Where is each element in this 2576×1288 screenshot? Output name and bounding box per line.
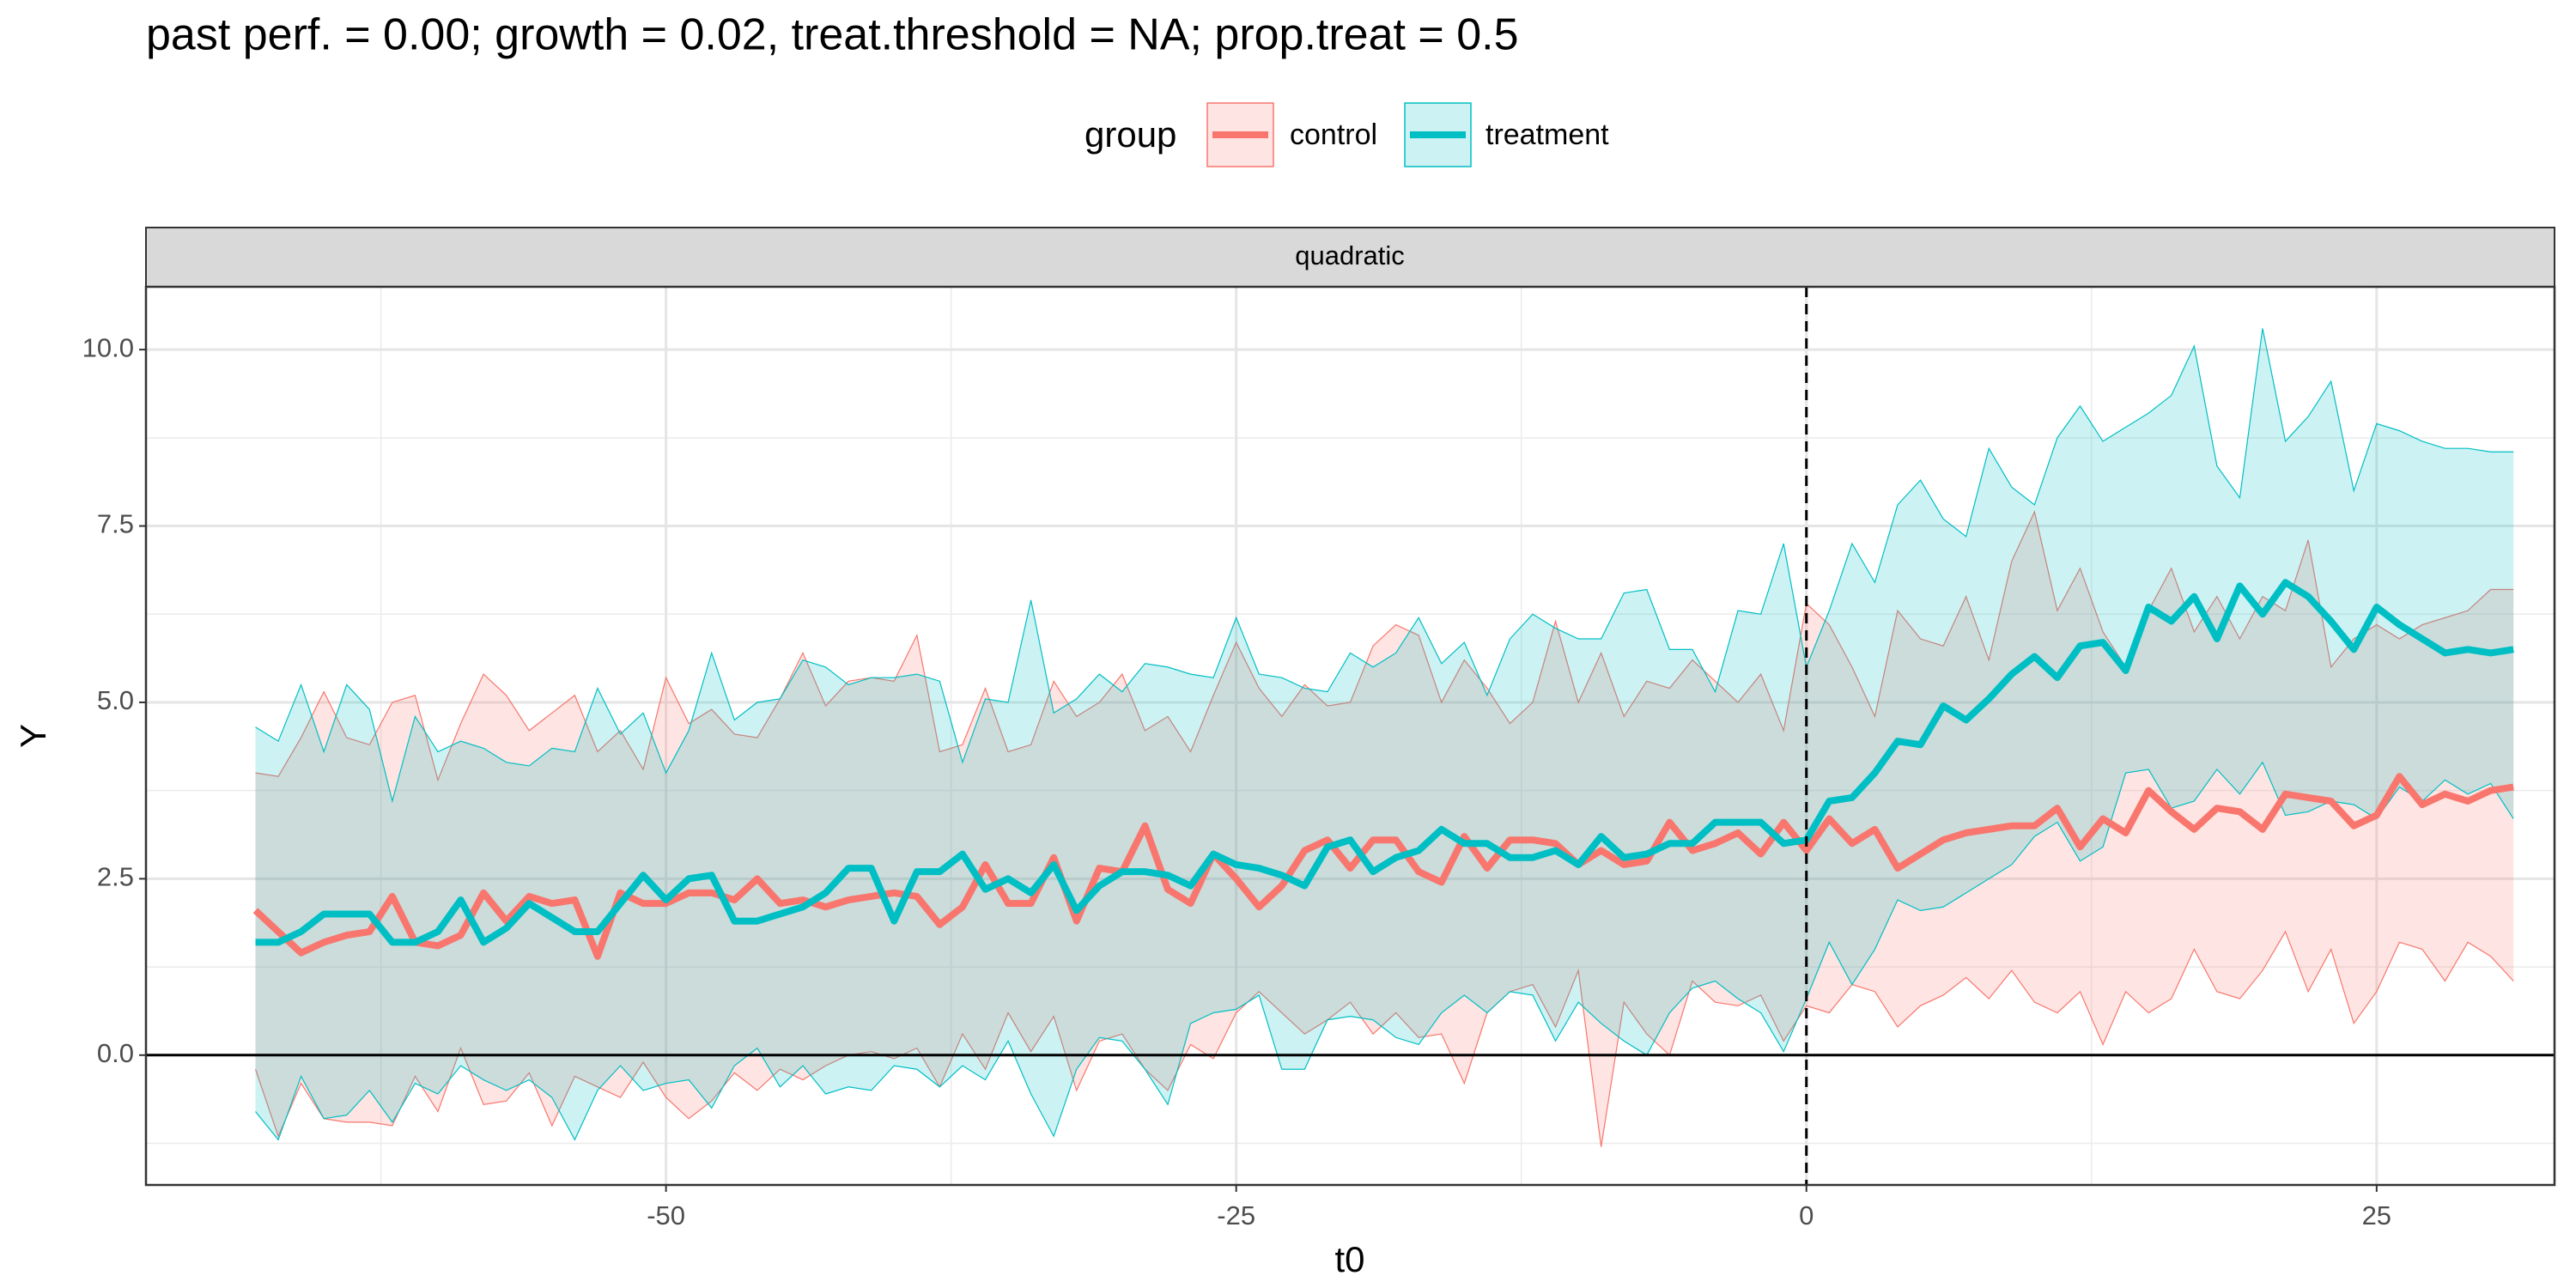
x-tick-label: 25 <box>2362 1200 2391 1230</box>
y-tick-label: 0.0 <box>97 1038 134 1068</box>
chart-title: past perf. = 0.00; growth = 0.02, treat.… <box>146 10 1519 60</box>
y-axis-title: Y <box>13 724 53 748</box>
x-tick-label: 0 <box>1799 1200 1814 1230</box>
y-tick-label: 7.5 <box>97 509 134 539</box>
legend-label: control <box>1290 118 1377 151</box>
facet-label: quadratic <box>1295 240 1405 270</box>
y-tick-label: 10.0 <box>82 332 134 362</box>
facet-strip <box>145 227 2555 288</box>
x-axis-title: t0 <box>1334 1239 1364 1279</box>
y-tick-label: 5.0 <box>97 685 134 715</box>
ribbon <box>255 328 2514 1140</box>
x-tick-label: -50 <box>647 1200 685 1230</box>
panel-border <box>144 285 2556 1187</box>
y-tick-label: 2.5 <box>97 862 134 892</box>
ribbon <box>255 512 2514 1147</box>
ribbon-edge <box>255 761 2514 1141</box>
x-tick-label: -25 <box>1217 1200 1255 1230</box>
ribbon-edge <box>255 328 2514 804</box>
legend-title: group <box>1084 114 1176 155</box>
legend-label: treatment <box>1485 118 1609 151</box>
series-line <box>255 579 2514 946</box>
ribbon-edge <box>254 930 2514 1147</box>
series-line <box>252 773 2514 960</box>
